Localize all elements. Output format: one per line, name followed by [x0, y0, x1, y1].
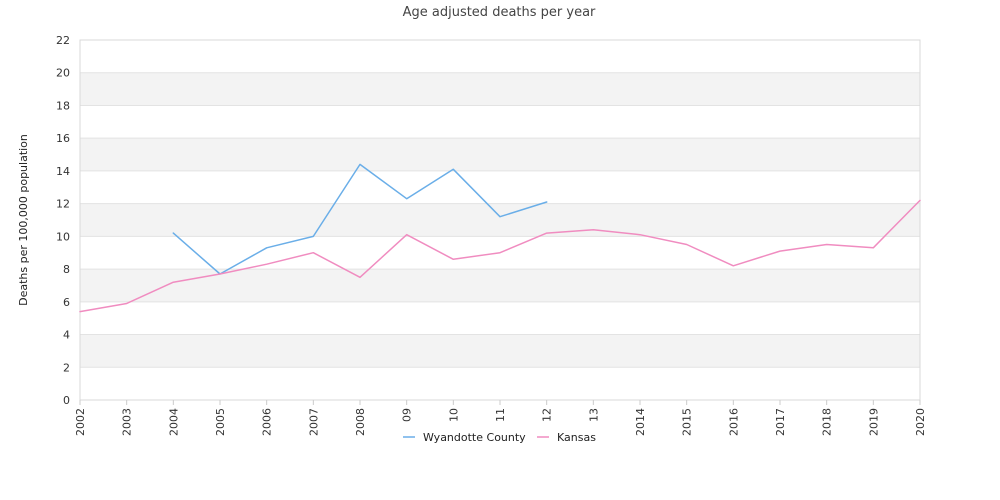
- x-tick-label: 2018: [821, 408, 834, 436]
- legend-label: Kansas: [557, 431, 596, 444]
- x-tick-label: 09: [401, 408, 414, 422]
- x-tick-label: 2014: [634, 408, 647, 436]
- series-line: [172, 163, 548, 275]
- grid-band: [80, 367, 920, 400]
- x-tick-label: 2008: [354, 408, 367, 436]
- x-tick-label: 2007: [307, 408, 320, 436]
- y-tick-label: 18: [56, 99, 70, 112]
- grid-band: [80, 203, 920, 237]
- y-tick-label: 14: [56, 165, 70, 178]
- series-lines: [79, 163, 921, 313]
- x-tick-label: 2020: [914, 408, 927, 436]
- x-tick-label: 10: [447, 408, 460, 422]
- grid-band: [80, 105, 920, 139]
- x-tick-label: 13: [587, 408, 600, 422]
- grid-band: [80, 334, 920, 368]
- grid-band: [80, 301, 920, 335]
- x-tick-label: 2004: [167, 408, 180, 436]
- x-tick-label: 2005: [214, 408, 227, 436]
- x-tick-label: 12: [541, 408, 554, 422]
- x-tick-label: 2002: [74, 408, 87, 436]
- x-tick-label: 2006: [261, 408, 274, 436]
- y-axis-label: Deaths per 100,000 population: [17, 134, 30, 306]
- y-tick-label: 2: [63, 361, 70, 374]
- x-axis-ticks: 2002 2003 2004 2005 2006 2007 2008 09 10 11 12 13 20…: [74, 400, 927, 436]
- y-tick-label: 0: [63, 394, 70, 407]
- grid-band: [80, 269, 920, 302]
- y-tick-label: 16: [56, 132, 70, 145]
- y-tick-label: 20: [56, 67, 70, 80]
- x-tick-label: 2017: [774, 408, 787, 436]
- y-tick-label: 8: [63, 263, 70, 276]
- x-tick-label: 11: [494, 408, 507, 422]
- grid-band: [80, 40, 920, 73]
- grid-band: [80, 72, 920, 106]
- gridlines: [80, 39, 920, 401]
- grid-band: [80, 170, 920, 204]
- x-tick-label: 2016: [727, 408, 740, 436]
- legend: Wyandotte County Kansas: [403, 431, 596, 444]
- grid-band: [80, 138, 920, 171]
- y-tick-label: 12: [56, 198, 70, 211]
- grid-bands: [80, 40, 920, 400]
- y-tick-label: 6: [63, 296, 70, 309]
- x-tick-label: 2003: [121, 408, 134, 436]
- legend-label: Wyandotte County: [423, 431, 526, 444]
- x-tick-label: 2019: [867, 408, 880, 436]
- x-tick-label: 2015: [681, 408, 694, 436]
- chart-title: Age adjusted deaths per year: [403, 5, 596, 20]
- y-axis-ticks: 0 2 4 6 8 10 12 14 16 18 20 22: [56, 34, 70, 407]
- y-tick-label: 10: [56, 230, 70, 243]
- y-tick-label: 4: [63, 329, 70, 342]
- y-tick-label: 22: [56, 34, 70, 47]
- series-line: [79, 199, 921, 313]
